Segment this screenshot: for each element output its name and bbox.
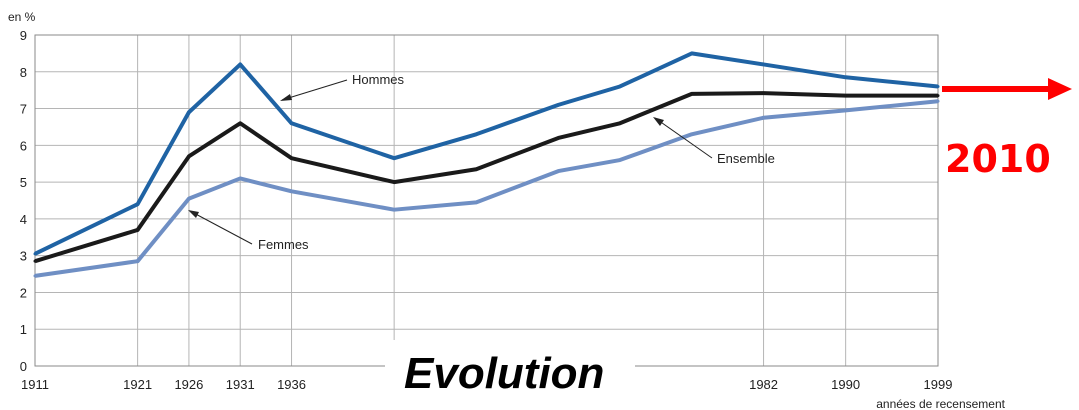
data-point-femmes [690,132,694,136]
data-point-ensemble [392,180,396,184]
data-point-ensemble [238,121,242,125]
y-tick-label: 1 [20,322,27,337]
y-tick-label: 0 [20,359,27,374]
data-point-femmes [618,158,622,162]
data-point-femmes [844,108,848,112]
series-line-ensemble [34,91,938,264]
data-point-femmes [33,274,37,278]
year-2010-label: 2010 [945,137,1051,181]
x-tick-label: 1936 [277,377,306,392]
data-point-ensemble [936,94,940,98]
annotation-hommes-arrowhead [280,94,292,101]
data-point-hommes [618,84,622,88]
data-point-hommes [474,132,478,136]
data-point-ensemble [187,154,191,158]
y-tick-label: 7 [20,102,27,117]
annotation-femmes-arrowhead [188,210,199,218]
future-arrow-head [1048,78,1072,100]
data-point-hommes [290,121,294,125]
data-point-ensemble [556,136,560,140]
y-tick-label: 9 [20,28,27,43]
x-tick-label: 1926 [174,377,203,392]
data-point-hommes [690,51,694,55]
annotation-hommes: Hommes [280,72,405,101]
data-point-ensemble [844,94,848,98]
x-tick-label: 1911 [21,377,49,392]
data-point-hommes [556,103,560,107]
data-point-femmes [290,189,294,193]
data-point-ensemble [474,167,478,171]
annotation-femmes-label: Femmes [258,237,309,252]
data-point-ensemble [690,92,694,96]
data-point-hommes [844,75,848,79]
series-lines [33,51,940,278]
y-axis-label: en % [8,10,36,24]
x-tick-label: 1982 [749,377,778,392]
series-line-femmes [34,99,939,278]
data-point-ensemble [618,121,622,125]
data-point-hommes [936,84,940,88]
data-point-ensemble [762,91,766,95]
annotation-ensemble-pointer [654,117,713,159]
y-tick-label: 8 [20,65,27,80]
x-tick-label: 1921 [123,377,152,392]
data-point-femmes [762,116,766,120]
annotation-hommes-pointer [281,79,348,101]
y-tick-label: 6 [20,138,27,153]
annotation-ensemble-label: Ensemble [717,151,775,166]
data-point-femmes [136,259,140,263]
x-tick-label: 1931 [226,377,255,392]
data-point-hommes [392,156,396,160]
y-tick-label: 2 [20,285,27,300]
data-point-ensemble [33,259,37,263]
data-point-hommes [762,62,766,66]
data-point-femmes [187,197,191,201]
annotation-hommes-label: Hommes [352,72,405,87]
annotation-femmes-pointer [189,210,253,245]
caption-backdrop [385,340,635,402]
y-tick-labels: 0 1 2 3 4 5 6 7 8 9 [20,28,27,374]
annotation-ensemble: Ensemble [653,117,775,166]
data-point-femmes [238,176,242,180]
caption-evolution: Evolution [404,349,604,398]
x-tick-label: 1990 [831,377,860,392]
annotation-ensemble-arrowhead [653,117,664,126]
data-point-femmes [474,200,478,204]
data-point-hommes [33,252,37,256]
data-point-femmes [936,99,940,103]
y-tick-label: 3 [20,249,27,264]
x-axis-label: années de recensement [876,397,1005,410]
data-point-femmes [556,169,560,173]
data-point-hommes [238,62,242,66]
data-point-ensemble [136,228,140,232]
y-tick-label: 5 [20,175,27,190]
data-point-femmes [392,208,396,212]
data-point-hommes [136,202,140,206]
data-point-ensemble [290,156,294,160]
data-point-hommes [187,110,191,114]
y-tick-label: 4 [20,212,27,227]
future-arrow [942,78,1072,100]
x-tick-label: 1999 [924,377,953,392]
annotation-femmes: Femmes [188,210,309,252]
